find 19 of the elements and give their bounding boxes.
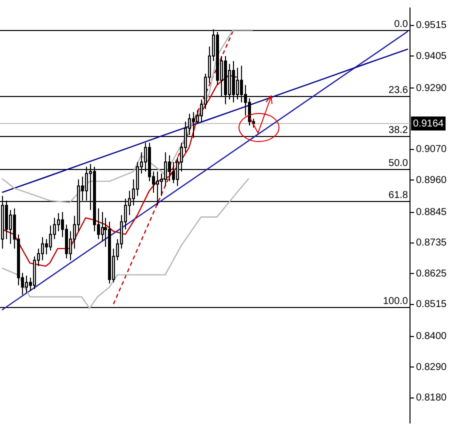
y-tick-label: 0.8290 <box>416 362 448 373</box>
y-tick-label: 0.8845 <box>416 207 448 218</box>
y-tick-label: 0.8735 <box>416 238 448 249</box>
y-tick-label: 0.8960 <box>416 174 448 186</box>
y-tick-label: 0.9290 <box>416 82 448 94</box>
annotation: 0.0 <box>394 18 408 30</box>
y-tick-label: 0.9070 <box>416 144 448 156</box>
annotation: 23.6 <box>388 84 408 96</box>
ref-line-label: 0.9164 <box>413 118 444 130</box>
y-tick-label: 0.8180 <box>416 392 448 404</box>
annotation: 61.8 <box>388 190 408 201</box>
y-tick-label: 0.8400 <box>416 331 448 342</box>
annotation: 100.0 <box>382 296 408 307</box>
annotation: 50.0 <box>388 158 408 169</box>
y-tick-label: 0.8515 <box>416 299 448 310</box>
y-tick-label: 0.9405 <box>416 50 448 62</box>
y-tick-label: 0.8625 <box>416 268 448 280</box>
annotation: 38.2 <box>388 124 408 136</box>
y-tick-label: 0.9515 <box>416 20 448 32</box>
